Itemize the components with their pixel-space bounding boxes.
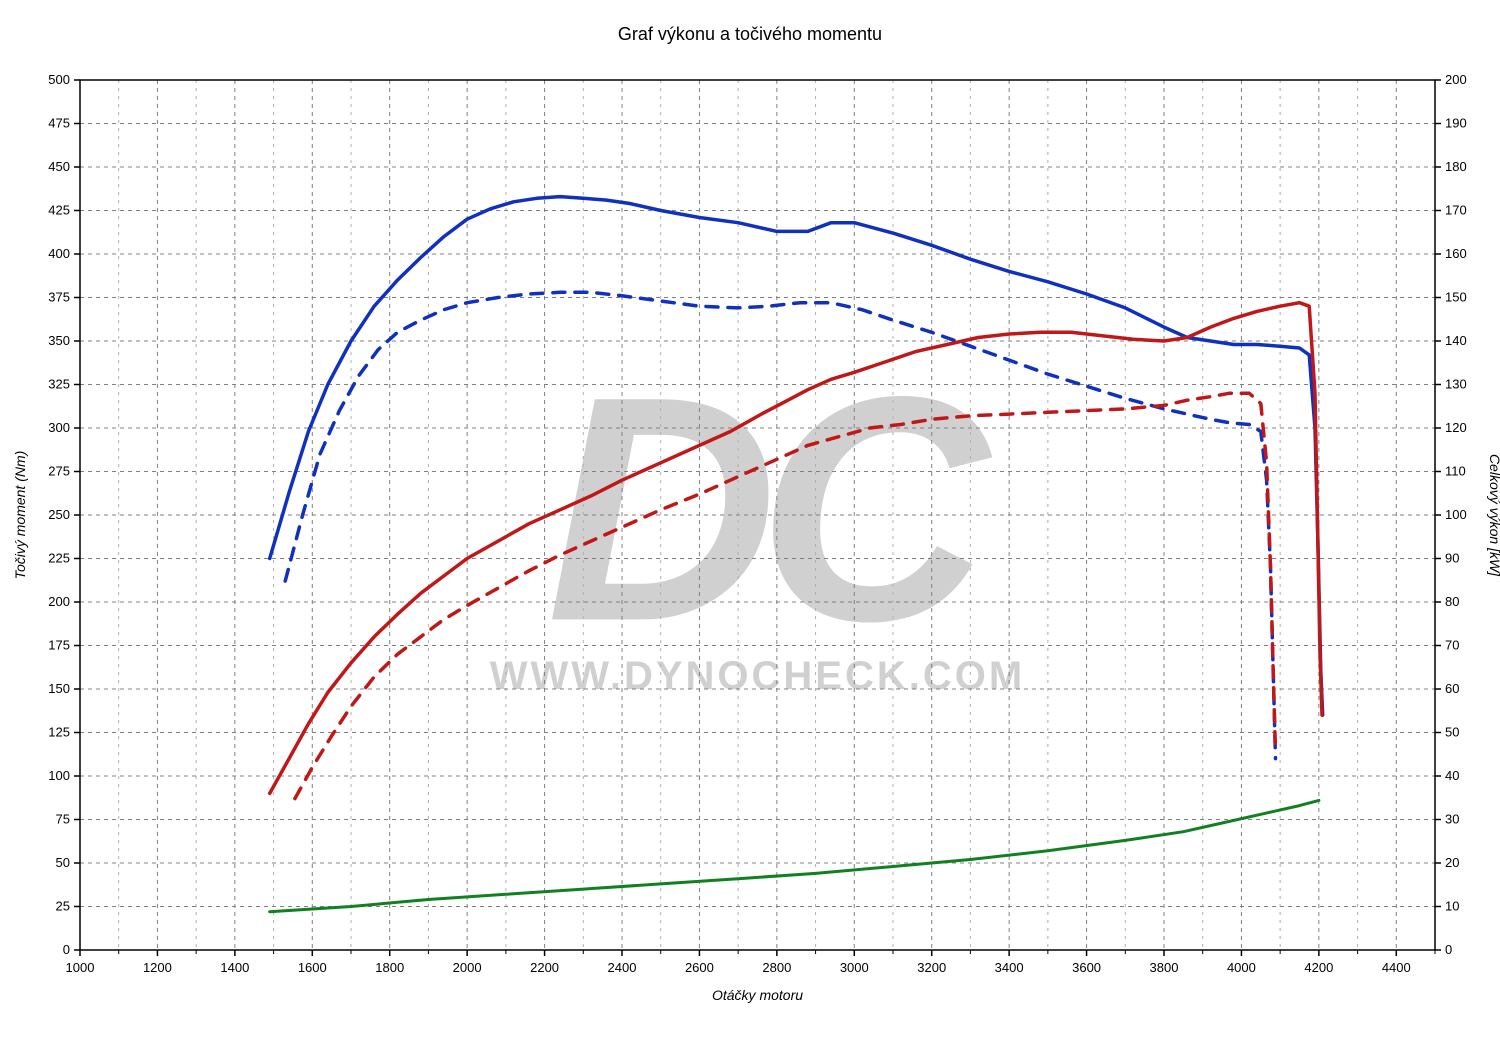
x-tick-label: 2400 — [608, 960, 637, 975]
y-right-tick-label: 40 — [1445, 768, 1459, 783]
y-left-tick-label: 425 — [48, 203, 70, 218]
y-left-tick-label: 500 — [48, 72, 70, 87]
y-left-tick-label: 25 — [56, 899, 70, 914]
x-tick-label: 3000 — [840, 960, 869, 975]
y-left-tick-label: 150 — [48, 681, 70, 696]
y-right-tick-label: 170 — [1445, 203, 1467, 218]
x-tick-label: 2800 — [762, 960, 791, 975]
x-tick-label: 2000 — [453, 960, 482, 975]
dyno-chart: DCWWW.DYNOCHECK.COM100012001400160018002… — [0, 0, 1500, 1040]
y-right-tick-label: 10 — [1445, 899, 1459, 914]
x-axis-label: Otáčky motoru — [712, 987, 803, 1003]
y-right-tick-label: 100 — [1445, 507, 1467, 522]
y-left-tick-label: 275 — [48, 464, 70, 479]
y-right-axis-label: Celkový výkon [kW] — [1487, 454, 1500, 577]
svg-text:DC: DC — [546, 329, 992, 687]
y-left-tick-label: 250 — [48, 507, 70, 522]
y-right-tick-label: 150 — [1445, 290, 1467, 305]
y-right-tick-label: 20 — [1445, 855, 1459, 870]
y-right-tick-label: 70 — [1445, 638, 1459, 653]
x-tick-label: 1800 — [375, 960, 404, 975]
y-left-tick-label: 225 — [48, 551, 70, 566]
y-right-tick-label: 110 — [1445, 464, 1466, 479]
x-tick-label: 3400 — [995, 960, 1024, 975]
y-right-tick-label: 50 — [1445, 725, 1459, 740]
y-left-tick-label: 75 — [56, 812, 70, 827]
y-left-tick-label: 200 — [48, 594, 70, 609]
svg-text:WWW.DYNOCHECK.COM: WWW.DYNOCHECK.COM — [490, 654, 1025, 698]
y-right-tick-label: 90 — [1445, 551, 1459, 566]
y-right-tick-label: 60 — [1445, 681, 1459, 696]
y-right-tick-label: 140 — [1445, 333, 1467, 348]
y-left-tick-label: 375 — [48, 290, 70, 305]
x-tick-label: 3600 — [1072, 960, 1101, 975]
y-right-tick-label: 30 — [1445, 812, 1459, 827]
y-right-tick-label: 120 — [1445, 420, 1467, 435]
x-tick-label: 1600 — [298, 960, 327, 975]
x-tick-label: 4000 — [1227, 960, 1256, 975]
x-tick-label: 2600 — [685, 960, 714, 975]
x-tick-label: 4200 — [1304, 960, 1333, 975]
y-left-axis-label: Točivý moment (Nm) — [12, 451, 28, 580]
x-tick-label: 3800 — [1150, 960, 1179, 975]
x-tick-label: 2200 — [530, 960, 559, 975]
y-right-tick-label: 130 — [1445, 377, 1467, 392]
y-right-tick-label: 190 — [1445, 116, 1467, 131]
x-tick-label: 1400 — [220, 960, 249, 975]
y-right-tick-label: 80 — [1445, 594, 1459, 609]
y-left-tick-label: 325 — [48, 377, 70, 392]
y-left-tick-label: 475 — [48, 116, 70, 131]
y-right-tick-label: 160 — [1445, 246, 1467, 261]
chart-title: Graf výkonu a točivého momentu — [618, 24, 882, 44]
y-left-tick-label: 50 — [56, 855, 70, 870]
y-left-tick-label: 300 — [48, 420, 70, 435]
x-tick-label: 4400 — [1382, 960, 1411, 975]
y-left-tick-label: 350 — [48, 333, 70, 348]
y-left-tick-label: 450 — [48, 159, 70, 174]
y-left-tick-label: 100 — [48, 768, 70, 783]
y-right-tick-label: 0 — [1445, 942, 1452, 957]
x-tick-label: 3200 — [917, 960, 946, 975]
y-left-tick-label: 125 — [48, 725, 70, 740]
y-right-tick-label: 200 — [1445, 72, 1467, 87]
y-left-tick-label: 400 — [48, 246, 70, 261]
x-tick-label: 1200 — [143, 960, 172, 975]
y-left-tick-label: 0 — [63, 942, 70, 957]
y-right-tick-label: 180 — [1445, 159, 1467, 174]
y-left-tick-label: 175 — [48, 638, 70, 653]
x-tick-label: 1000 — [66, 960, 95, 975]
